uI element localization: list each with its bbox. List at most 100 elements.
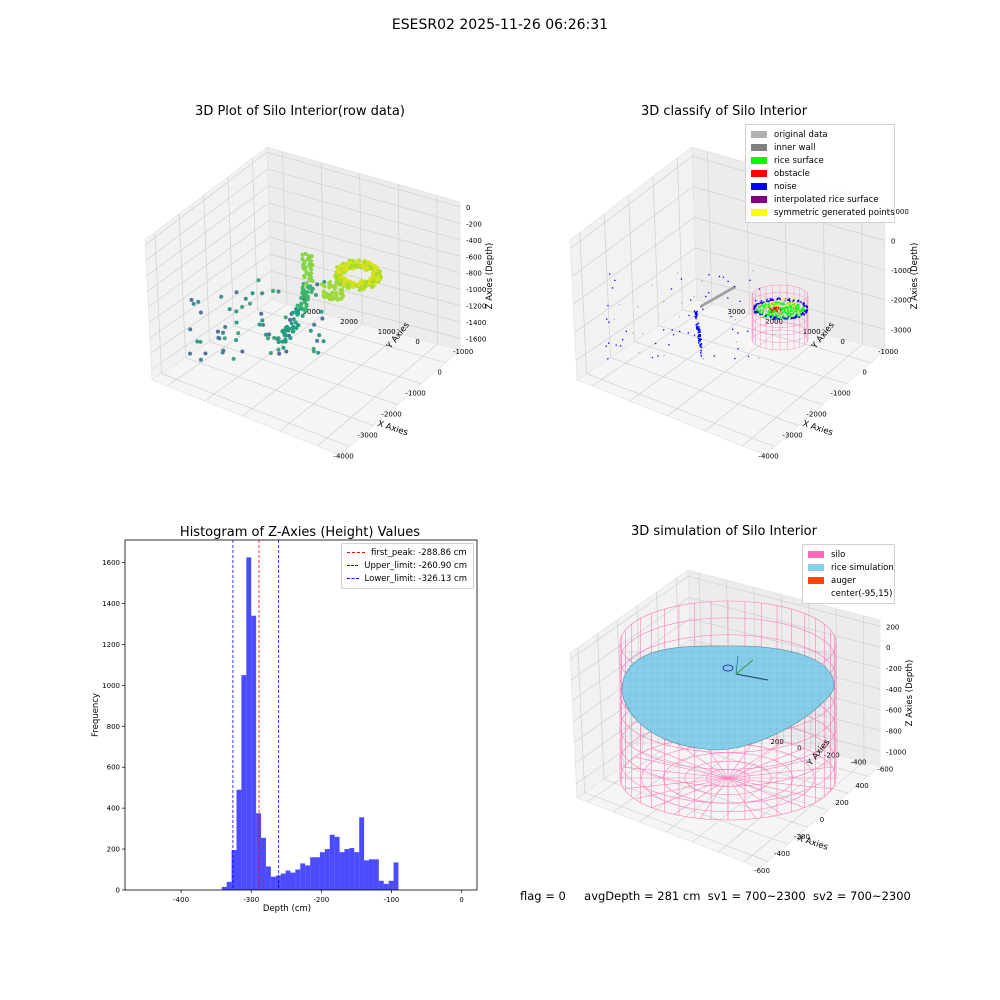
cls-rice-point: [759, 310, 762, 313]
cls-rice-point: [761, 312, 764, 315]
cls-rice-point: [785, 305, 787, 308]
cls-noise-point: [625, 330, 628, 333]
cls-point-cloud: [605, 270, 809, 360]
cls-ytick-label: 2000: [765, 318, 783, 326]
cls-noise-point: [802, 303, 804, 305]
raw-point: [198, 357, 203, 362]
cls-noise-point: [605, 345, 607, 347]
cls-noise-point: [768, 300, 771, 302]
raw-point: [308, 278, 313, 283]
cls-symmetric-point: [774, 303, 776, 305]
raw-point: [299, 296, 304, 301]
cls-wall-point: [722, 292, 724, 295]
cls-wall-point: [705, 302, 707, 305]
cls-rice-point: [794, 307, 796, 310]
cls-noise-point: [700, 354, 702, 357]
cls-symmetric-point: [774, 305, 776, 308]
cls-rice-point: [792, 312, 795, 314]
cls-noise-point: [637, 351, 640, 354]
histogram-bar: [369, 859, 374, 890]
legend-label-first-peak: first_peak: -288.86 cm: [371, 547, 467, 558]
sim-x-axis-label: X Axies: [796, 833, 829, 852]
cls-rice-point: [787, 312, 790, 314]
cls-rice-point: [774, 310, 776, 312]
raw-point: [374, 276, 379, 281]
sim-grid-x: [597, 633, 789, 845]
cls-grid-z: [573, 216, 886, 305]
histogram-bar: [373, 859, 379, 890]
cls-noise-point: [769, 316, 772, 319]
raw-point: [315, 338, 320, 343]
cls-noise-point: [700, 342, 703, 345]
raw-point: [300, 252, 305, 257]
cls-symmetric-point: [782, 298, 784, 300]
cls-rice-point: [780, 313, 783, 315]
cls-wall-point: [732, 286, 734, 290]
raw-point: [338, 288, 343, 293]
cls-rice-point: [774, 313, 777, 315]
cls-rice-point: [775, 318, 777, 320]
histogram-title: Histogram of Z-Axies (Height) Values: [180, 525, 420, 540]
cls-noise-point: [800, 313, 803, 316]
cls-rice-point: [756, 312, 759, 314]
legend-label-rice-simulation: rice simulation: [831, 562, 894, 573]
cls-noise-point: [772, 318, 774, 321]
legend-swatch-noise: [751, 183, 767, 190]
raw-point: [356, 283, 361, 288]
cls-rice-point: [783, 306, 786, 309]
cls-noise-point: [758, 288, 761, 290]
histogram-bar: [319, 852, 325, 890]
cls-noise-point: [787, 316, 790, 318]
cls-rice-point: [796, 304, 798, 306]
cls-obstacle-point: [775, 308, 777, 311]
histogram-xtick-label: -400: [173, 896, 189, 904]
cls-noise-point: [727, 297, 729, 299]
cls-rice-point: [795, 308, 798, 310]
histogram-bar: [324, 849, 330, 890]
cls-symmetric-point: [772, 305, 775, 307]
classify-legend: original data inner wall rice surface ob…: [745, 124, 895, 223]
raw-point: [340, 291, 345, 296]
legend-line-first-peak: [347, 552, 365, 553]
cls-wall-point: [718, 294, 720, 298]
raw-grid-x: [252, 158, 446, 363]
raw-point: [307, 261, 312, 266]
legend-label-interpolated: interpolated rice surface: [774, 194, 879, 205]
cls-noise-point: [696, 310, 698, 313]
cls-noise-point: [619, 345, 622, 347]
sim-silo-floor-spoke: [673, 741, 729, 779]
legend-swatch-rice-sim: [808, 564, 824, 571]
cls-noise-point: [702, 358, 704, 360]
cls-noise-point: [606, 318, 608, 320]
cls-rice-point: [790, 305, 793, 308]
raw-point: [283, 315, 288, 320]
histogram-bar: [315, 857, 320, 890]
cls-xtick-label: 0: [862, 369, 866, 377]
raw-point: [243, 296, 248, 301]
raw-point: [267, 332, 272, 337]
legend-label-rice-surface: rice surface: [774, 155, 824, 166]
raw-point: [222, 336, 227, 341]
raw-point: [305, 294, 310, 299]
raw-point: [247, 301, 252, 306]
cls-grid-y: [704, 184, 826, 432]
cls-noise-point: [805, 311, 808, 313]
raw-point: [327, 292, 332, 297]
histogram-ytick-label: 1400: [102, 600, 120, 608]
cls-ztick-label: -1000: [891, 267, 911, 275]
cls-rice-point: [765, 316, 767, 319]
cls-noise-point: [734, 286, 736, 288]
sim-ztick-label: 200: [886, 623, 899, 631]
cls-rice-point: [781, 311, 784, 313]
cls-noise-point: [688, 314, 690, 317]
raw-point: [260, 318, 265, 323]
cls-noise-point: [680, 278, 683, 280]
histogram-bar: [329, 834, 335, 890]
raw-grid-x: [227, 176, 422, 384]
sim-grid-z: [570, 575, 881, 660]
cls-rice-point: [794, 310, 796, 313]
sim-xtick-label: 200: [835, 799, 848, 807]
sim-auger-marker: [722, 664, 734, 672]
raw-point: [377, 269, 382, 274]
cls-symmetric-point: [788, 302, 790, 305]
